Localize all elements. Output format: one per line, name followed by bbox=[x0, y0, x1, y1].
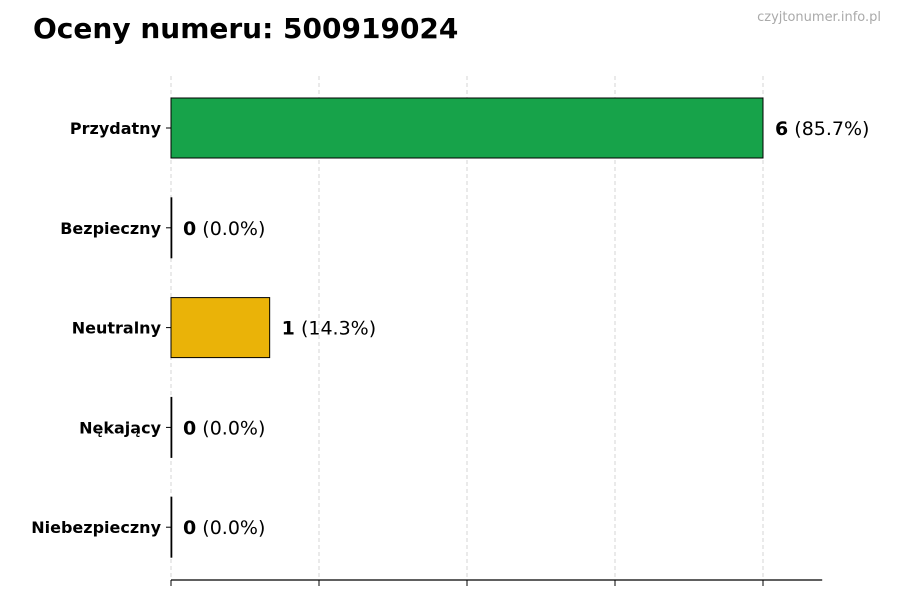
bar bbox=[170, 496, 173, 558]
bar bbox=[170, 97, 764, 159]
bar bbox=[170, 396, 173, 458]
chart-title: Oceny numeru: 500919024 bbox=[33, 12, 459, 45]
data-label-percent: (0.0%) bbox=[202, 417, 265, 439]
data-label-percent: (14.3%) bbox=[301, 318, 376, 340]
data-label: 0 (0.0%) bbox=[183, 417, 265, 439]
data-label-percent: (85.7%) bbox=[794, 118, 869, 140]
data-label: 6 (85.7%) bbox=[775, 118, 869, 140]
data-label-value: 0 bbox=[183, 417, 196, 439]
y-tick-label: Przydatny bbox=[70, 119, 162, 138]
bar bbox=[170, 297, 271, 359]
data-label-value: 6 bbox=[775, 118, 788, 140]
y-tick-label: Bezpieczny bbox=[60, 219, 161, 238]
data-label-value: 0 bbox=[183, 517, 196, 539]
data-label: 0 (0.0%) bbox=[183, 517, 265, 539]
watermark: czyjtonumer.info.pl bbox=[757, 10, 881, 25]
data-label-value: 0 bbox=[183, 218, 196, 240]
y-tick-label: Neutralny bbox=[72, 319, 162, 338]
data-label-percent: (0.0%) bbox=[202, 517, 265, 539]
data-label-percent: (0.0%) bbox=[202, 218, 265, 240]
data-label-value: 1 bbox=[282, 318, 295, 340]
data-label: 0 (0.0%) bbox=[183, 218, 265, 240]
data-label: 1 (14.3%) bbox=[282, 318, 376, 340]
bar bbox=[170, 197, 173, 259]
y-tick-label: Niebezpieczny bbox=[31, 518, 161, 537]
y-tick-label: Nękający bbox=[79, 418, 161, 437]
